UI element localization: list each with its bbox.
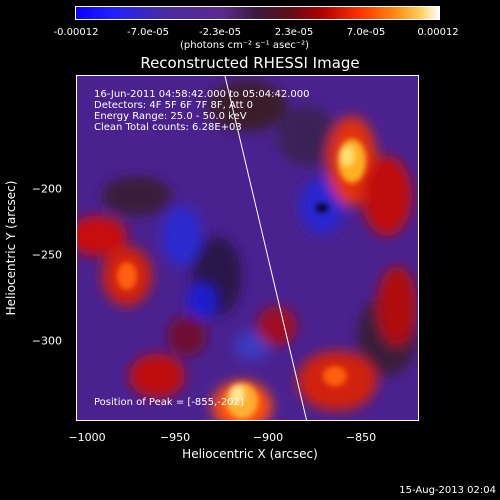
x-tick: −900 (252, 431, 284, 444)
detectors-label: Detectors: 4F 5F 6F 7F 8F, Att 0 (94, 100, 254, 111)
peak-position-label: Position of Peak = [-855,-202] (94, 397, 244, 408)
timestamp-footer: 15-Aug-2013 02:04 (399, 485, 496, 496)
clean-counts-label: Clean Total counts: 6.28E+03 (94, 122, 242, 133)
x-tick: −950 (159, 431, 191, 444)
colorbar-tick: -0.00012 (53, 27, 99, 38)
colorbar-tick: 0.00012 (417, 27, 459, 38)
time-range-label: 16-Jun-2011 04:58:42.000 to 05:04:42.000 (94, 89, 310, 100)
solar-limb-line (224, 76, 308, 420)
y-tick: −200 (31, 182, 62, 196)
y-axis-label: Heliocentric Y (arcsec) (4, 180, 18, 316)
colorbar-tick: -7.0e-05 (127, 27, 169, 38)
colorbar-tick: 2.3e-05 (274, 27, 314, 38)
x-axis-label: Heliocentric X (arcsec) (182, 447, 318, 461)
colorbar-tick: -2.3e-05 (199, 27, 241, 38)
y-tick: −250 (31, 248, 62, 262)
y-tick: −300 (31, 334, 62, 348)
energy-range-label: Energy Range: 25.0 - 50.0 keV (94, 111, 247, 122)
x-tick: −1000 (68, 431, 106, 444)
colorbar (75, 6, 440, 20)
colorbar-unit: (photons cm⁻² s⁻¹ asec⁻²) (180, 40, 310, 51)
image-field (77, 76, 418, 420)
plot-title: Reconstructed RHESSI Image (140, 54, 360, 72)
rhessi-image (76, 75, 419, 421)
x-tick: −850 (345, 431, 377, 444)
colorbar-tick: 7.0e-05 (346, 27, 386, 38)
